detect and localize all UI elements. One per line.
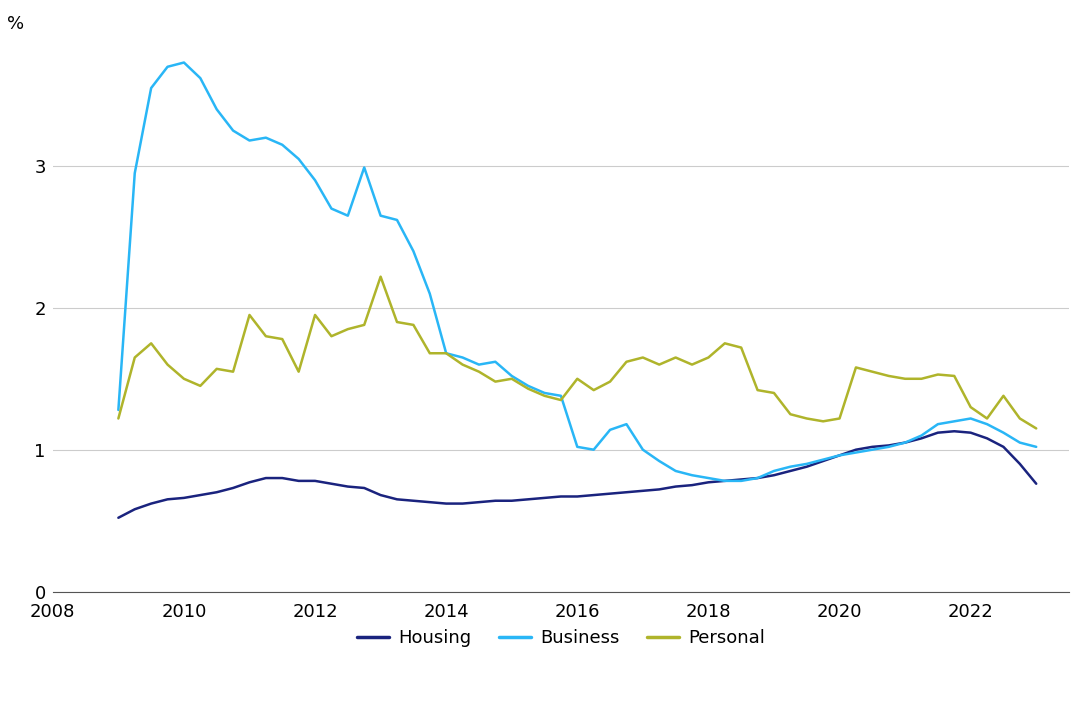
Personal — [358, 321, 371, 329]
Housing — [505, 496, 518, 505]
Business — [767, 467, 780, 475]
Housing — [1030, 479, 1043, 488]
Business — [178, 58, 191, 67]
Housing — [751, 474, 764, 482]
Business — [719, 477, 732, 485]
Housing — [358, 484, 371, 492]
Personal — [751, 386, 764, 394]
Business — [374, 212, 387, 220]
Housing — [162, 495, 175, 503]
Text: %: % — [8, 15, 24, 33]
Business — [112, 406, 125, 414]
Line: Business: Business — [118, 63, 1036, 481]
Business — [521, 382, 534, 390]
Personal — [144, 339, 157, 347]
Business — [784, 463, 797, 471]
Line: Housing: Housing — [118, 431, 1036, 518]
Personal — [521, 385, 534, 393]
Legend: Housing, Business, Personal: Housing, Business, Personal — [350, 622, 772, 654]
Housing — [144, 499, 157, 508]
Business — [1030, 443, 1043, 451]
Housing — [735, 475, 748, 484]
Line: Personal: Personal — [118, 277, 1036, 428]
Housing — [112, 514, 125, 522]
Housing — [947, 427, 960, 435]
Personal — [767, 389, 780, 397]
Personal — [112, 414, 125, 423]
Personal — [1030, 424, 1043, 432]
Personal — [374, 273, 387, 281]
Business — [144, 84, 157, 92]
Business — [162, 63, 175, 71]
Personal — [162, 361, 175, 369]
